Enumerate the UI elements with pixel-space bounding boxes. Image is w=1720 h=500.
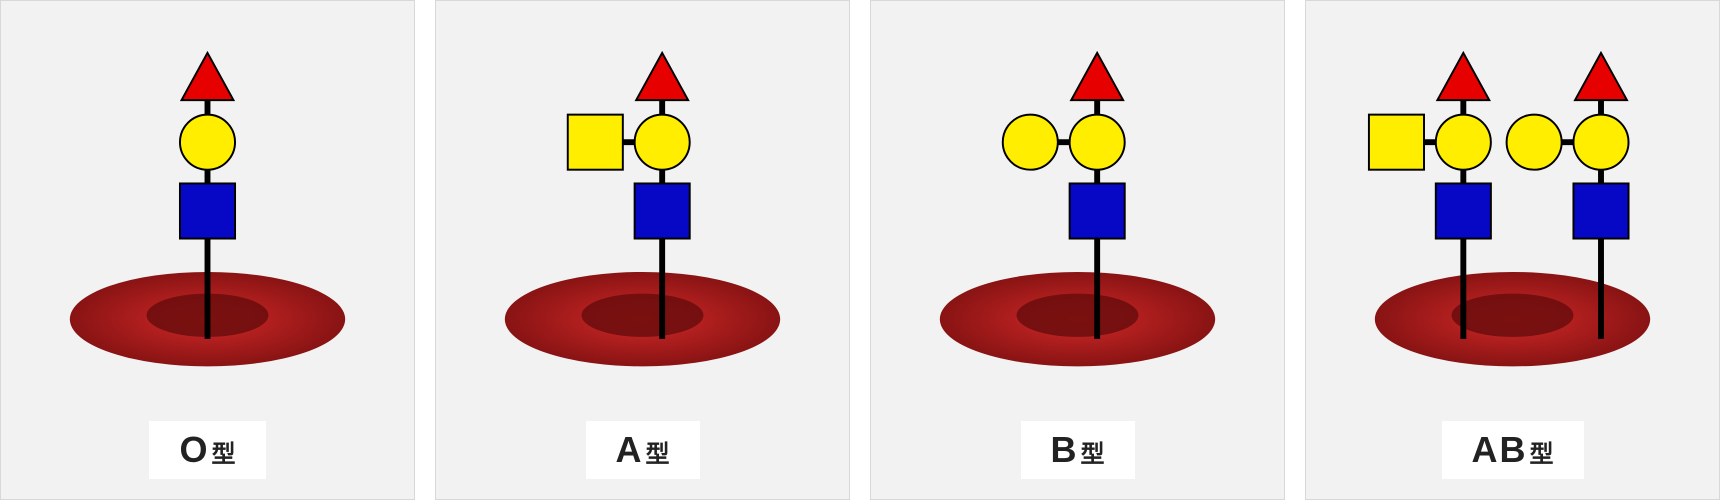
label-box-b: B 型 bbox=[1021, 421, 1135, 479]
label-suffix-o: 型 bbox=[212, 434, 236, 469]
panel-b: B 型 bbox=[870, 0, 1285, 500]
label-letter-ab: AB bbox=[1472, 429, 1528, 471]
svg-o bbox=[1, 1, 414, 421]
diagram-o bbox=[1, 1, 414, 421]
label-suffix-b: 型 bbox=[1081, 434, 1105, 469]
label-letter-b: B bbox=[1051, 429, 1079, 471]
label-box-o: O 型 bbox=[149, 421, 265, 479]
svg-ab bbox=[1306, 1, 1719, 421]
diagram-ab bbox=[1306, 1, 1719, 421]
panel-o: O 型 bbox=[0, 0, 415, 500]
svg-b bbox=[871, 1, 1284, 421]
diagram-b bbox=[871, 1, 1284, 421]
panel-a: A 型 bbox=[435, 0, 850, 500]
label-letter-a: A bbox=[616, 429, 644, 471]
panel-ab: AB 型 bbox=[1305, 0, 1720, 500]
label-suffix-ab: 型 bbox=[1530, 434, 1554, 469]
label-box-a: A 型 bbox=[586, 421, 700, 479]
label-suffix-a: 型 bbox=[646, 434, 670, 469]
svg-a bbox=[436, 1, 849, 421]
diagram-a bbox=[436, 1, 849, 421]
label-box-ab: AB 型 bbox=[1442, 421, 1584, 479]
label-letter-o: O bbox=[179, 429, 209, 471]
